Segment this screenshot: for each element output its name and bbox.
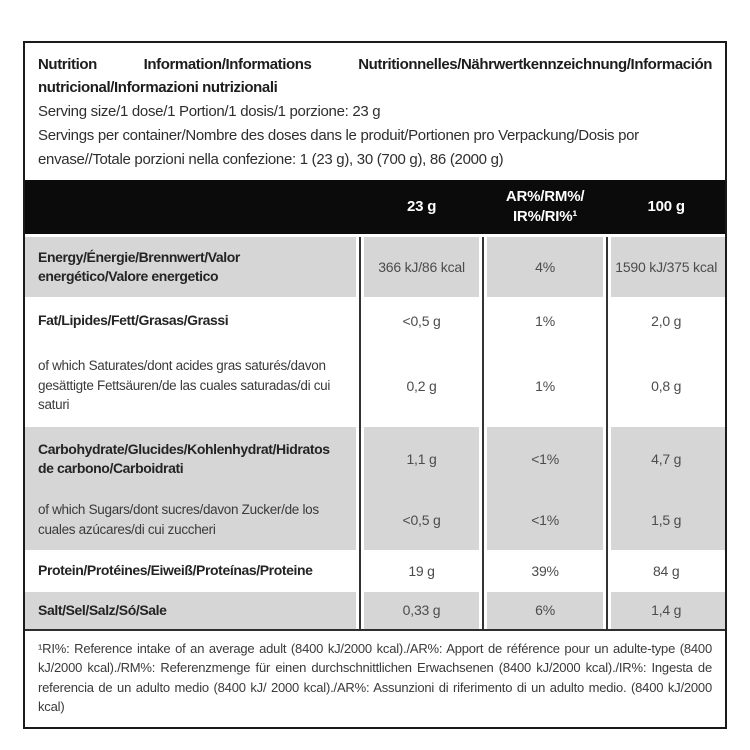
nutrition-table: Energy/Énergie/Brennwert/Valor energétic…: [25, 236, 725, 631]
table-row-salt: Salt/Sel/Salz/Só/Sale 0,33 g 6% 1,4 g: [25, 591, 725, 629]
value-per-serving: 0,33 g: [402, 602, 441, 618]
column-header-per-100g: 100 g: [647, 197, 686, 215]
value-ri-percent: <1%: [531, 512, 559, 528]
value-per-100g: 1590 kJ/375 kcal: [615, 258, 718, 275]
table-row-carbohydrate: Carbohydrate/Glucides/Kohlenhydrat/Hidra…: [25, 426, 725, 491]
value-per-100g: 1,5 g: [651, 512, 682, 528]
value-per-serving: 0,2 g: [406, 377, 437, 394]
value-per-serving: 366 kJ/86 kcal: [378, 258, 465, 275]
column-header-per-serving: 23 g: [406, 197, 437, 215]
nutrient-label: Energy/Énergie/Brennwert/Valor energétic…: [38, 248, 240, 284]
value-ri-percent: 6%: [535, 602, 556, 618]
table-row-protein: Protein/Protéines/Eiweiß/Proteínas/Prote…: [25, 549, 725, 592]
label-header: Nutrition Information/Informations Nutri…: [25, 43, 725, 180]
table-row-fat: Fat/Lipides/Fett/Grasas/Grassi <0,5 g 1%…: [25, 296, 725, 345]
value-per-100g: 84 g: [652, 562, 680, 579]
nutrient-label: of which Sugars/dont sucres/davon Zucker…: [38, 502, 319, 537]
nutrition-label-card: Nutrition Information/Informations Nutri…: [23, 41, 727, 729]
column-header-reference-intake: AR%/RM%/ IR%/RI%¹: [483, 187, 608, 226]
reference-intake-footnote: ¹RI%: Reference intake of an average adu…: [38, 640, 712, 715]
value-per-serving: 19 g: [408, 562, 435, 579]
servings-per-container-text: Servings per container/Nombre des doses …: [38, 126, 639, 168]
serving-size-text: Serving size/1 dose/1 Portion/1 dosis/1 …: [38, 102, 381, 120]
table-row-energy: Energy/Énergie/Brennwert/Valor energétic…: [25, 236, 725, 297]
reference-intake-line1: AR%/RM%/: [505, 188, 585, 205]
value-per-serving: <0,5 g: [402, 512, 441, 528]
table-row-saturates: of which Saturates/dont acides gras satu…: [25, 344, 725, 427]
value-per-serving: <0,5 g: [402, 312, 441, 329]
nutrient-label: Carbohydrate/Glucides/Kohlenhydrat/Hidra…: [38, 440, 330, 476]
value-ri-percent: <1%: [531, 450, 559, 467]
nutrient-label: Fat/Lipides/Fett/Grasas/Grassi: [38, 312, 229, 329]
nutrient-label: Salt/Sel/Salz/Só/Sale: [38, 601, 167, 618]
nutrition-title: Nutrition Information/Informations Nutri…: [38, 56, 712, 97]
value-ri-percent: 4%: [535, 258, 556, 275]
value-per-100g: 2,0 g: [651, 312, 682, 329]
value-per-100g: 1,4 g: [651, 602, 682, 618]
value-ri-percent: 1%: [535, 377, 556, 394]
table-row-sugars: of which Sugars/dont sucres/davon Zucker…: [25, 490, 725, 550]
value-ri-percent: 1%: [535, 312, 556, 329]
column-header-band: 23 g AR%/RM%/ IR%/RI%¹ 100 g: [25, 179, 725, 234]
value-per-100g: 0,8 g: [651, 377, 682, 394]
value-per-100g: 4,7 g: [651, 450, 682, 467]
nutrient-label: of which Saturates/dont acides gras satu…: [38, 358, 331, 413]
value-per-serving: 1,1 g: [406, 450, 437, 467]
reference-intake-line2: IR%/RI%¹: [512, 207, 578, 225]
nutrient-label: Protein/Protéines/Eiweiß/Proteínas/Prote…: [38, 562, 313, 579]
value-ri-percent: 39%: [531, 562, 559, 579]
